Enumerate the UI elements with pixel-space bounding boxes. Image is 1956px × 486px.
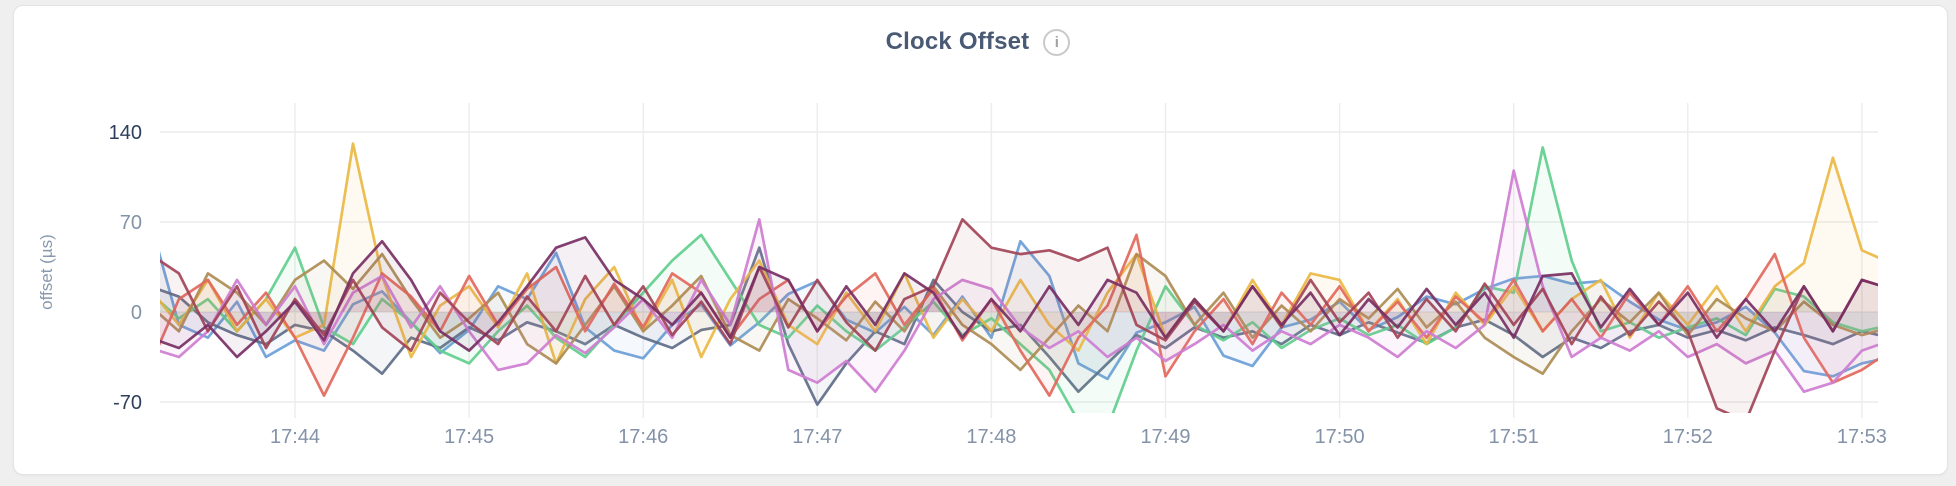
- series-gold-line: [160, 142, 1878, 365]
- chart-header: Clock Offset i: [0, 28, 1956, 56]
- series-plum-area: [160, 237, 1878, 357]
- x-axis-tick-label: 17:53: [1837, 426, 1887, 448]
- series-wine-line: [160, 218, 1878, 413]
- info-icon[interactable]: i: [1043, 28, 1071, 56]
- x-axis-tick-label: 17:48: [966, 426, 1016, 448]
- chart-title: Clock Offset: [885, 28, 1030, 55]
- y-axis-tick-label: 70: [120, 212, 142, 234]
- series-salmon-area: [160, 234, 1878, 396]
- x-axis-tick-label: 17:51: [1489, 426, 1539, 448]
- clock-offset-card: [13, 5, 1948, 475]
- y-axis-tick-label: 140: [109, 122, 142, 144]
- series-green-area: [160, 147, 1878, 413]
- x-axis-tick-label: 17:47: [792, 426, 842, 448]
- y-axis-tick-label: -70: [113, 392, 142, 414]
- x-axis-tick-label: 17:49: [1140, 426, 1190, 448]
- series-plum-line: [160, 236, 1878, 359]
- x-axis-tick-label: 17:45: [444, 426, 494, 448]
- x-axis-tick-label: 17:52: [1663, 426, 1713, 448]
- x-axis-tick-label: 17:50: [1315, 426, 1365, 448]
- x-axis-tick-label: 17:44: [270, 426, 320, 448]
- series-blue-area: [160, 241, 1878, 379]
- series-slate-line: [160, 246, 1878, 406]
- y-axis-label: offset (µs): [37, 234, 56, 310]
- y-axis-tick-label: 0: [131, 302, 142, 324]
- series-olive-area: [160, 254, 1878, 374]
- x-axis-tick-label: 17:46: [618, 426, 668, 448]
- series-orchid-line: [160, 169, 1878, 394]
- series-orchid-area: [160, 170, 1878, 392]
- series-green-line: [160, 146, 1878, 413]
